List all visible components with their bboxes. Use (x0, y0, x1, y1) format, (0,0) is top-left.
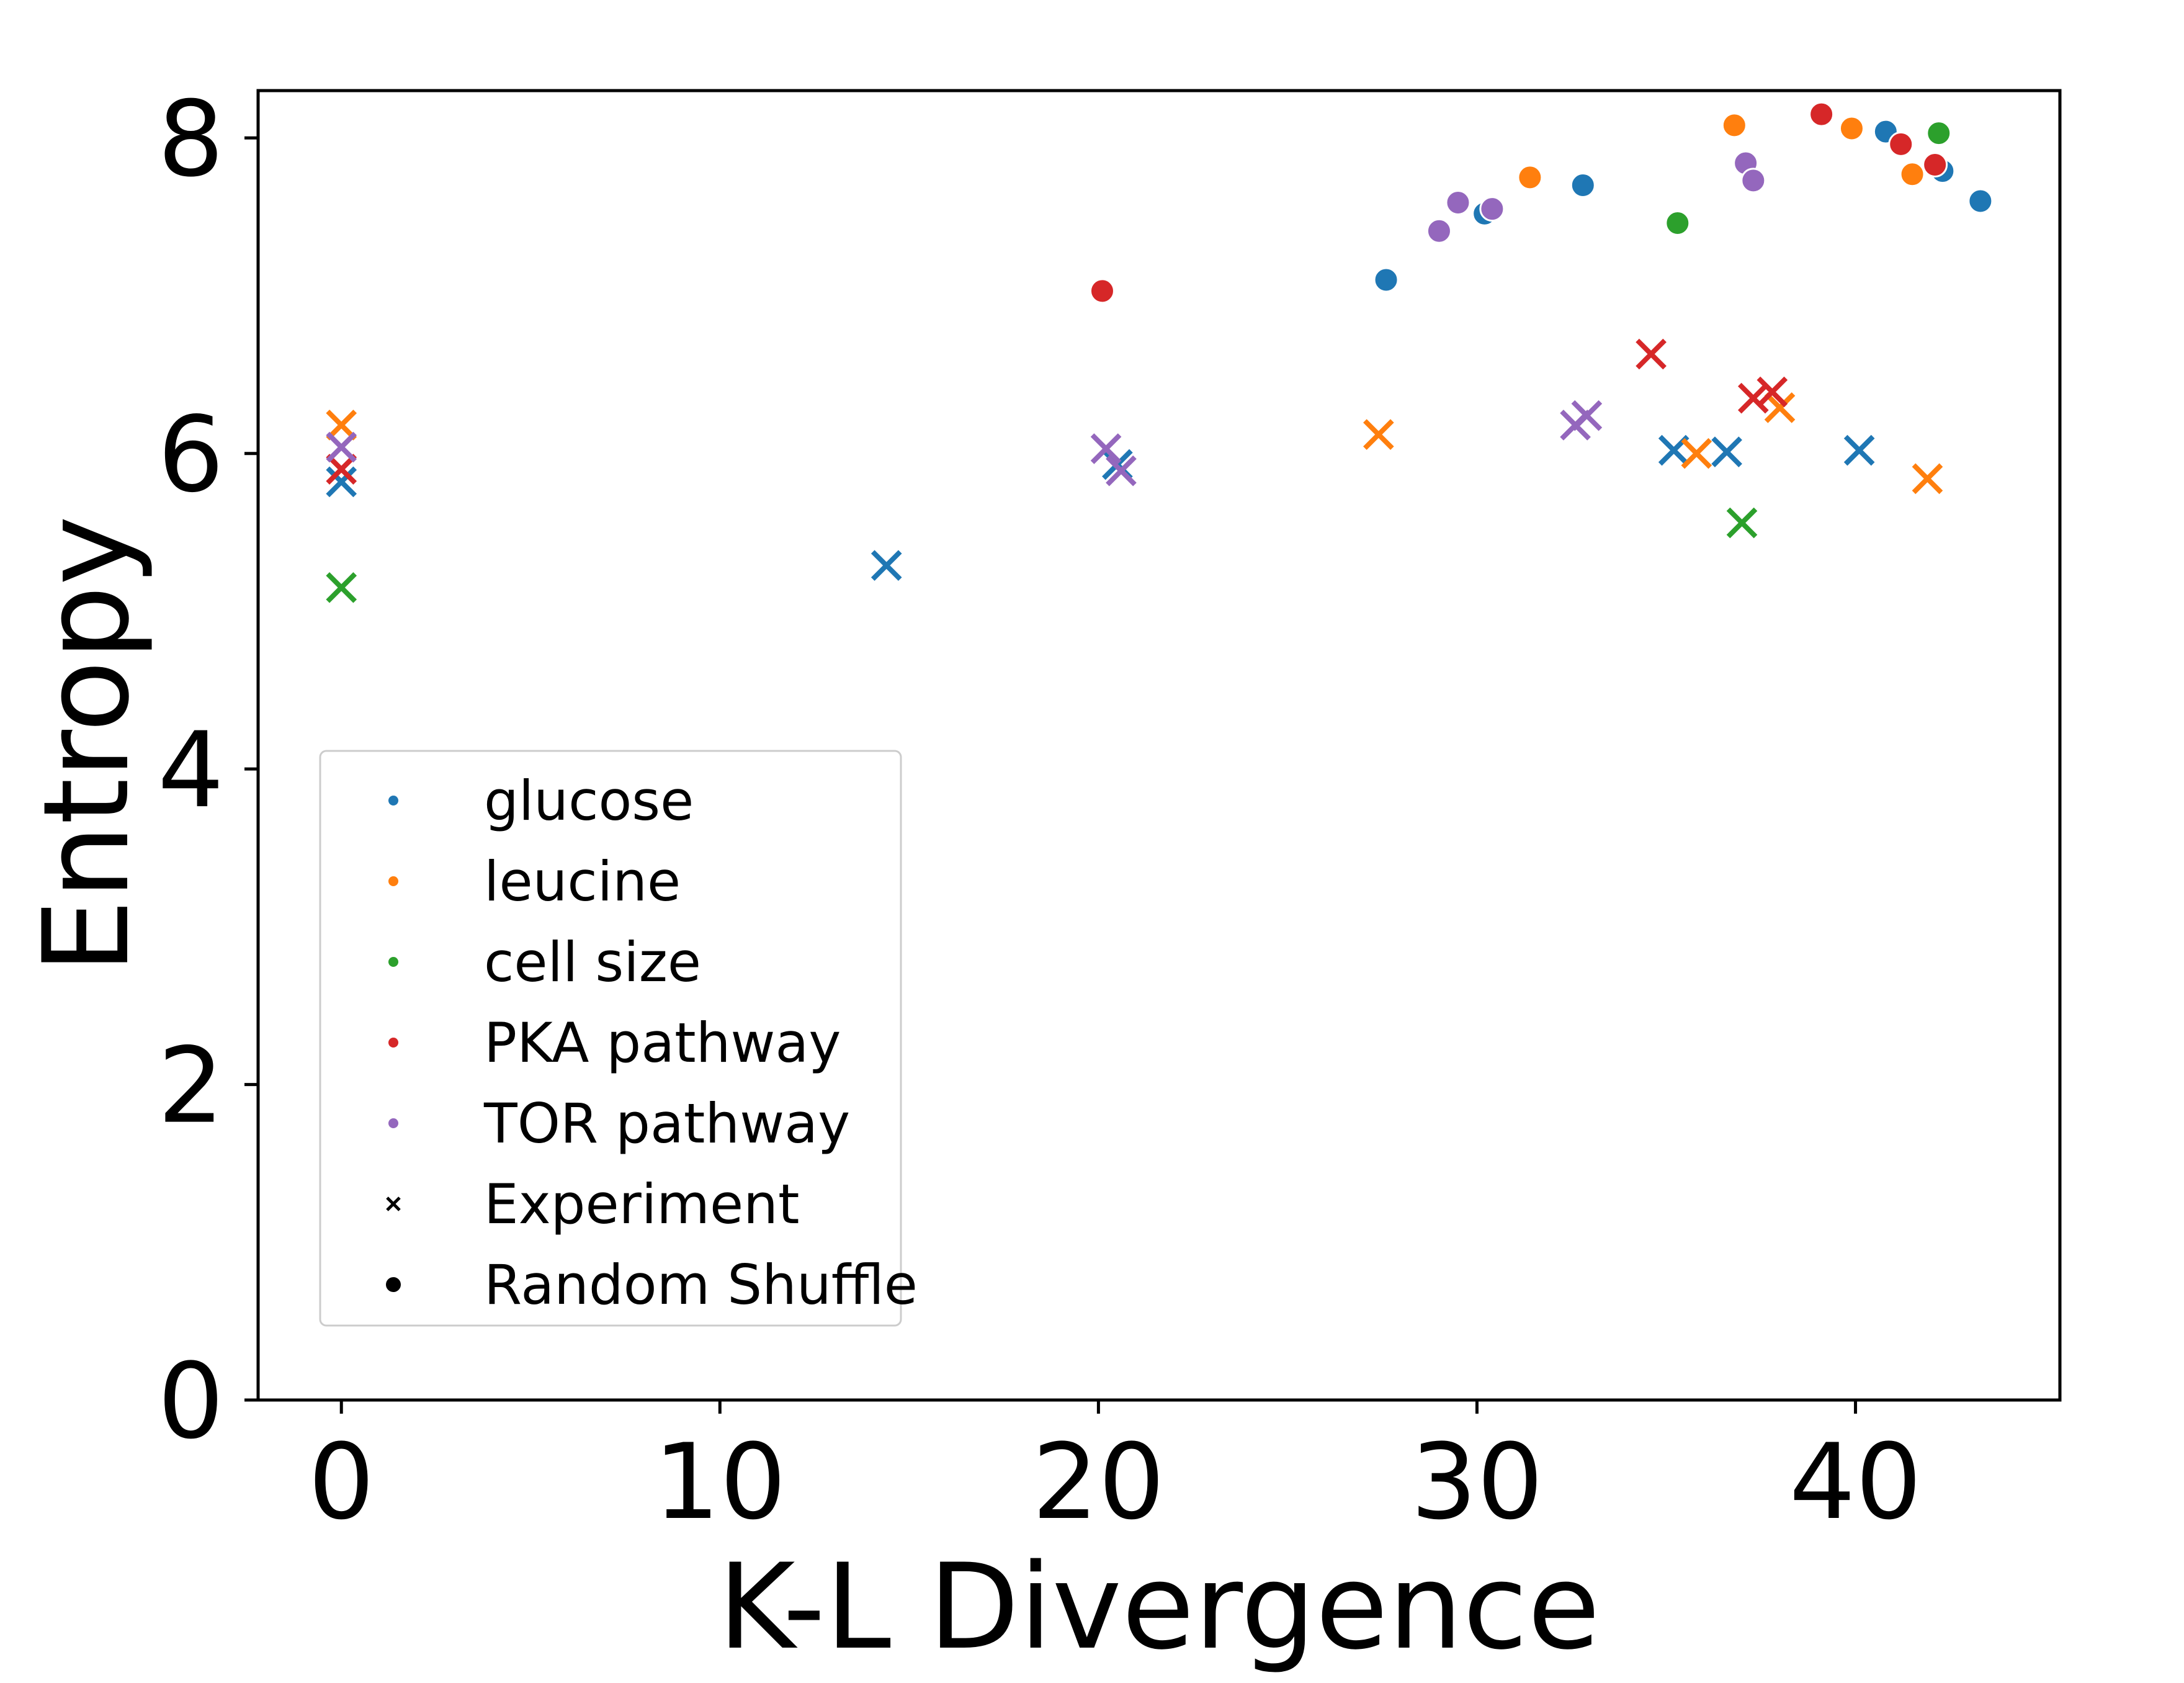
legend-marker-cell-size (388, 957, 398, 967)
legend-label-random-shuffle: Random Shuffle (484, 1253, 918, 1317)
point-leucine-shuffle-1 (1721, 112, 1747, 138)
point-cell-size-experiment-1-stroke-b (1726, 507, 1758, 539)
point-pka-pathway-experiment-1-stroke-b (1636, 338, 1667, 370)
point-glucose-experiment-4-stroke-b (1711, 436, 1742, 467)
point-pka-pathway-experiment-0 (326, 454, 357, 485)
legend-label-experiment: Experiment (484, 1172, 799, 1236)
point-glucose-experiment-0 (326, 466, 357, 498)
legend-marker-leucine (388, 876, 398, 886)
x-tick-label-2: 20 (1032, 1421, 1165, 1543)
data-marks (326, 101, 1994, 603)
point-leucine-experiment-2 (1681, 438, 1712, 469)
point-leucine-shuffle-3 (1899, 161, 1925, 187)
point-cell-size-experiment-0 (326, 572, 357, 603)
point-cell-size-experiment-1 (1726, 507, 1758, 539)
legend-marker-experiment (386, 1196, 401, 1211)
point-leucine-experiment-4 (1912, 463, 1943, 495)
point-tor-pathway-shuffle-4 (1740, 168, 1766, 194)
point-pka-pathway-experiment-2 (1738, 382, 1769, 414)
point-tor-pathway-shuffle-0 (1426, 218, 1452, 244)
point-pka-pathway-experiment-3-stroke-b (1757, 376, 1788, 408)
legend-marker-pka-pathway (388, 1038, 398, 1048)
plot-frame (256, 89, 2062, 1402)
legend-marker-tor-pathway (388, 1118, 398, 1128)
y-tick-label-0: 0 (158, 1340, 224, 1462)
y-tick-label-2: 4 (158, 709, 224, 831)
point-glucose-experiment-5-stroke-b (1843, 434, 1875, 466)
point-tor-pathway-experiment-2 (1106, 455, 1137, 487)
legend-box (319, 750, 902, 1327)
point-cell-size-shuffle-0 (1665, 210, 1691, 236)
point-leucine-experiment-4-stroke-b (1912, 463, 1943, 495)
x-tick-label-0: 0 (308, 1421, 375, 1543)
point-tor-pathway-experiment-0 (326, 431, 357, 463)
point-leucine-experiment-3-stroke-b (1764, 392, 1796, 423)
point-pka-pathway-shuffle-3 (1922, 151, 1948, 177)
point-leucine-experiment-1-stroke-b (1363, 419, 1394, 451)
point-pka-pathway-shuffle-2 (1888, 131, 1914, 157)
legend-marker-experiment-stroke-b (386, 1196, 401, 1211)
point-leucine-shuffle-2 (1838, 115, 1864, 141)
point-glucose-experiment-1-stroke-b (870, 550, 902, 581)
legend-label-cell-size: cell size (484, 930, 701, 994)
point-tor-pathway-shuffle-2 (1479, 196, 1505, 222)
x-tick-label-4: 40 (1789, 1421, 1922, 1543)
y-tick-label-3: 6 (158, 394, 224, 516)
point-leucine-experiment-1 (1363, 419, 1394, 451)
x-axis-label: K-L Divergence (718, 1538, 1600, 1676)
legend-marker-glucose (388, 796, 398, 806)
legend-label-leucine: leucine (484, 850, 681, 913)
point-leucine-experiment-2-stroke-b (1681, 438, 1712, 469)
legend-marker-random-shuffle (386, 1277, 401, 1292)
point-leucine-shuffle-0 (1517, 164, 1543, 191)
x-axis: 0 10 20 30 40 (308, 1400, 1922, 1543)
point-glucose-experiment-1 (870, 550, 902, 581)
point-pka-pathway-shuffle-1 (1809, 101, 1835, 127)
legend-label-tor-pathway: TOR pathway (483, 1092, 850, 1156)
point-leucine-experiment-0 (326, 410, 357, 441)
point-cell-size-experiment-0-stroke-b (326, 572, 357, 603)
point-glucose-shuffle-5 (1967, 188, 1994, 214)
point-tor-pathway-experiment-1-stroke-b (1090, 433, 1122, 464)
point-pka-pathway-experiment-3 (1757, 376, 1788, 408)
point-leucine-experiment-0-stroke-b (326, 410, 357, 441)
legend-label-pka-pathway: PKA pathway (484, 1011, 841, 1075)
point-leucine-experiment-3 (1764, 392, 1796, 423)
legend-label-glucose: glucose (484, 769, 694, 833)
point-tor-pathway-experiment-2-stroke-b (1106, 455, 1137, 487)
point-tor-pathway-experiment-1 (1090, 433, 1122, 464)
point-pka-pathway-experiment-0-stroke-b (326, 454, 357, 485)
point-glucose-experiment-5 (1843, 434, 1875, 466)
point-glucose-experiment-0-stroke-b (326, 466, 357, 498)
point-pka-pathway-shuffle-0 (1089, 278, 1115, 304)
x-tick-label-1: 10 (653, 1421, 786, 1543)
y-tick-label-1: 2 (158, 1025, 224, 1147)
point-glucose-shuffle-0 (1373, 267, 1399, 293)
point-glucose-experiment-4 (1711, 436, 1742, 467)
y-axis: 0 2 4 6 8 (158, 78, 258, 1462)
point-tor-pathway-shuffle-1 (1445, 189, 1471, 215)
point-glucose-shuffle-2 (1570, 173, 1596, 199)
y-axis-label: Entropy (18, 516, 155, 974)
point-tor-pathway-experiment-4-stroke-b (1571, 400, 1603, 431)
y-tick-label-4: 8 (158, 78, 224, 200)
point-tor-pathway-experiment-4 (1571, 400, 1603, 431)
legend: glucose leucine cell size PKA pathway TOR pa… (319, 750, 918, 1327)
x-tick-label-3: 30 (1411, 1421, 1544, 1543)
point-pka-pathway-experiment-2-stroke-b (1738, 382, 1769, 414)
point-cell-size-shuffle-1 (1926, 120, 1952, 146)
point-pka-pathway-experiment-1 (1636, 338, 1667, 370)
point-tor-pathway-experiment-0-stroke-b (326, 431, 357, 463)
